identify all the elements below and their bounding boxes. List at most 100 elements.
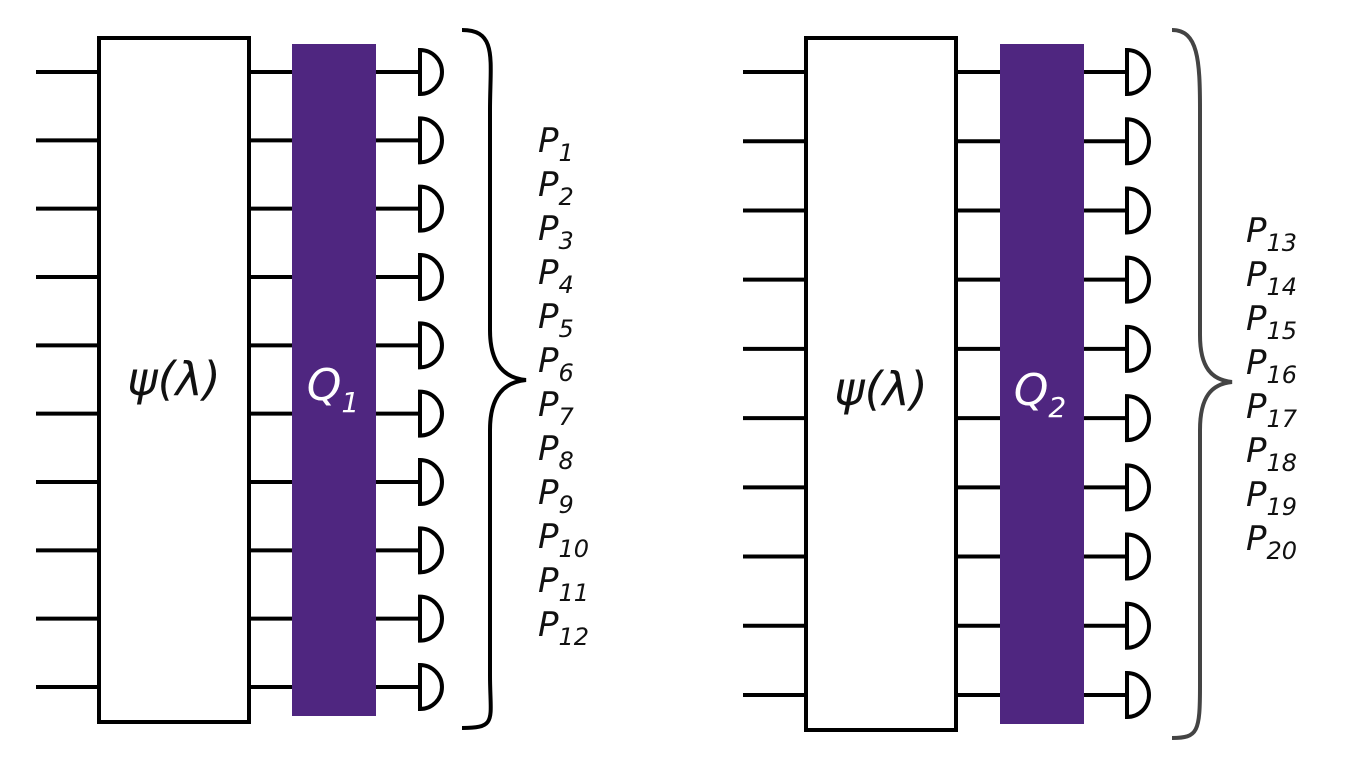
panel-2-state-box	[804, 36, 958, 732]
panel-1-detector-icon	[418, 184, 444, 233]
panel-2-gate-subscript: 2	[1048, 391, 1066, 424]
panel-1-detector-icon	[418, 321, 444, 370]
panel-2-detector-icon	[1125, 532, 1151, 581]
outcome-p7-symbol: P	[538, 385, 559, 425]
outcome-p20-subscript: 20	[1267, 537, 1298, 565]
outcome-p14-subscript: 14	[1267, 273, 1298, 301]
svg-text:P2: P2	[538, 165, 574, 211]
outcome-p12-symbol: P	[538, 605, 559, 645]
panel-2-detector-icon	[1125, 601, 1151, 650]
outcome-p13-subscript: 13	[1267, 229, 1298, 257]
panel-1-wires	[36, 70, 420, 689]
panel-2-state-label: ψ(λ)	[834, 362, 927, 416]
panel-1-gate	[292, 44, 376, 716]
outcome-p3-subscript: 3	[559, 227, 574, 255]
outcome-p16-subscript: 16	[1267, 361, 1298, 389]
panel-2-brace	[1171, 28, 1233, 740]
panel-1-gate-label: Q1	[307, 360, 359, 419]
outcome-p1-symbol: P	[538, 121, 559, 161]
panel-1-outcome-labels: P1 P2 P3 P4 P5 P6 P7 P8 P9 P10 P11 P12	[538, 121, 589, 651]
outcome-p4-symbol: P	[538, 253, 559, 293]
panel-1-detector-icon	[418, 594, 444, 643]
panel-2-gate-label: Q2	[1014, 365, 1066, 424]
svg-text:P6: P6	[538, 341, 574, 387]
outcome-p15-symbol: P	[1246, 299, 1267, 339]
svg-text:P13: P13	[1246, 211, 1297, 257]
panel-2-detector-icon	[1125, 394, 1151, 443]
outcome-p6-subscript: 6	[559, 359, 574, 387]
panel-1-detector-icon	[418, 389, 444, 438]
outcome-p10-symbol: P	[538, 517, 559, 557]
outcome-p4-subscript: 4	[559, 271, 574, 299]
panel-1: ψ(λ) Q1 P1 P2 P3 P4 P5 P6 P7 P8 P9 P10 P…	[36, 28, 589, 730]
panel-2-outcome-labels: P13 P14 P15 P16 P17 P18 P19 P20	[1246, 211, 1298, 565]
panel-2-detector-icon	[1125, 255, 1151, 304]
panel-2-detector-icon	[1125, 47, 1151, 97]
outcome-p17-symbol: P	[1246, 387, 1267, 427]
svg-text:P10: P10	[538, 517, 589, 563]
panel-1-detector-icon	[418, 116, 444, 165]
outcome-p5-subscript: 5	[559, 315, 574, 343]
outcome-p17-subscript: 17	[1267, 405, 1298, 433]
outcome-p8-subscript: 8	[559, 447, 574, 475]
outcome-p18-subscript: 18	[1267, 449, 1298, 477]
svg-text:P5: P5	[538, 297, 574, 343]
outcome-p14-symbol: P	[1246, 255, 1267, 295]
outcome-p9-symbol: P	[538, 473, 559, 513]
panel-1-detector-icon	[418, 526, 444, 575]
svg-text:P9: P9	[538, 473, 574, 519]
panel-1-detector-icon	[418, 662, 444, 712]
panel-1-state-label: ψ(λ)	[127, 352, 220, 406]
svg-text:P8: P8	[538, 429, 574, 475]
outcome-p9-subscript: 9	[559, 491, 574, 519]
svg-text:P11: P11	[538, 561, 589, 607]
svg-text:P18: P18	[1246, 431, 1297, 477]
panel-1-detectors	[418, 47, 444, 712]
outcome-p20-symbol: P	[1246, 519, 1267, 559]
outcome-p19-symbol: P	[1246, 475, 1267, 515]
svg-text:P7: P7	[538, 385, 575, 431]
outcome-p3-symbol: P	[538, 209, 559, 249]
panel-1-state-box	[97, 36, 251, 724]
svg-text:P4: P4	[538, 253, 574, 299]
svg-text:P12: P12	[538, 605, 589, 651]
outcome-p7-subscript: 7	[559, 403, 575, 431]
outcome-p10-subscript: 10	[559, 535, 590, 563]
svg-text:P15: P15	[1246, 299, 1297, 345]
svg-text:P1: P1	[538, 121, 574, 167]
panel-1-detector-icon	[418, 457, 444, 507]
svg-text:P14: P14	[1246, 255, 1297, 301]
outcome-p11-subscript: 11	[559, 579, 590, 607]
panel-1-detector-icon	[418, 47, 444, 97]
panel-2-detector-icon	[1125, 463, 1151, 512]
panel-2-detector-icon	[1125, 186, 1151, 235]
outcome-p16-symbol: P	[1246, 343, 1267, 383]
outcome-p18-symbol: P	[1246, 431, 1267, 471]
panel-1-gate-symbol: Q	[307, 360, 342, 411]
outcome-p6-symbol: P	[538, 341, 559, 381]
panel-2: ψ(λ) Q2 P13 P14 P15 P16 P17 P18 P19 P20	[743, 28, 1298, 740]
svg-text:P17: P17	[1246, 387, 1298, 433]
panel-1-gate-subscript: 1	[341, 386, 359, 419]
outcome-p1-subscript: 1	[559, 139, 574, 167]
panel-1-detector-icon	[418, 252, 444, 302]
outcome-p12-subscript: 12	[559, 623, 590, 651]
panel-2-wires	[743, 70, 1127, 697]
svg-text:P20: P20	[1246, 519, 1297, 565]
panel-2-detector-icon	[1125, 117, 1151, 166]
outcome-p5-symbol: P	[538, 297, 559, 337]
panel-2-detector-icon	[1125, 670, 1151, 720]
outcome-p15-subscript: 15	[1267, 317, 1298, 345]
panel-2-gate-symbol: Q	[1014, 365, 1049, 416]
panel-2-detector-icon	[1125, 324, 1151, 373]
outcome-p2-subscript: 2	[559, 183, 574, 211]
outcome-p13-symbol: P	[1246, 211, 1267, 251]
outcome-p2-symbol: P	[538, 165, 559, 205]
panel-1-brace	[461, 28, 527, 730]
svg-text:P16: P16	[1246, 343, 1297, 389]
outcome-p19-subscript: 19	[1267, 493, 1298, 521]
svg-text:P3: P3	[538, 209, 574, 255]
outcome-p11-symbol: P	[538, 561, 559, 601]
outcome-p8-symbol: P	[538, 429, 559, 469]
